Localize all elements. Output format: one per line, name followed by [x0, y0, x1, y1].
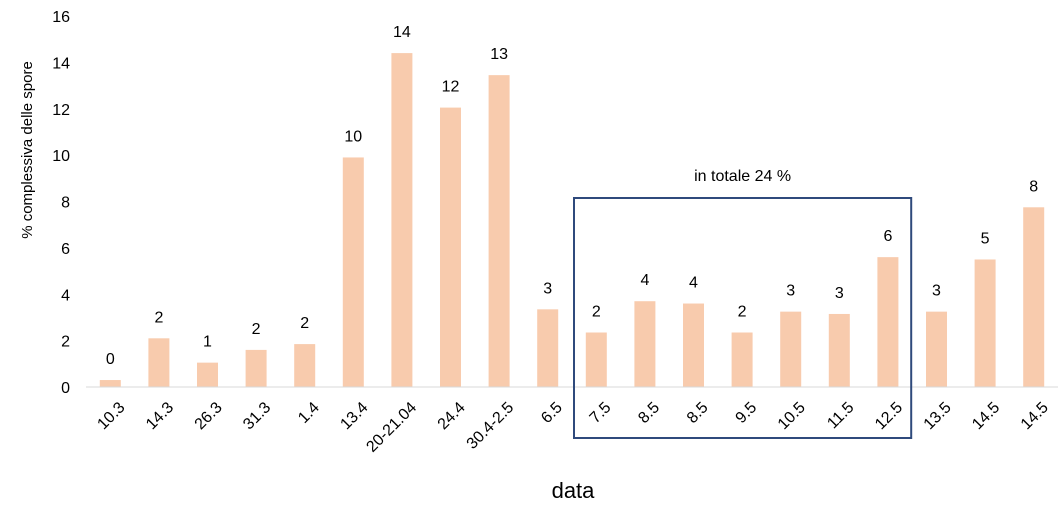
x-tick-label: 14.5	[969, 399, 1003, 433]
bar	[197, 362, 218, 387]
x-tick-label: 14.3	[143, 399, 177, 433]
x-tick-label: 31.3	[240, 399, 274, 433]
data-label: 0	[106, 351, 115, 368]
y-tick-label: 0	[61, 380, 70, 397]
x-tick-label: 24.4	[435, 399, 469, 433]
bar	[342, 157, 364, 387]
y-tick-label: 10	[52, 148, 70, 165]
data-label: 2	[592, 304, 601, 321]
x-tick-label: 26.3	[192, 399, 226, 433]
data-label: 5	[981, 230, 990, 247]
data-label: 2	[738, 304, 747, 321]
data-label: 3	[835, 285, 844, 302]
y-tick-label: 14	[52, 55, 70, 72]
bar-series	[99, 53, 1045, 388]
x-tick-label: 7.5	[587, 399, 615, 427]
y-tick-label: 8	[61, 195, 70, 212]
x-tick-label: 13.5	[921, 399, 955, 433]
data-label: 14	[393, 24, 411, 41]
bar	[634, 301, 656, 387]
bar	[99, 380, 121, 387]
y-tick-label: 6	[61, 241, 70, 258]
x-tick-label: 8.5	[635, 399, 663, 427]
y-tick-label: 12	[52, 102, 70, 119]
x-tick-label: 13.4	[337, 399, 371, 433]
data-label: 3	[932, 283, 941, 300]
data-label: 8	[1029, 178, 1038, 195]
x-tick-label: 12.5	[872, 399, 906, 433]
bar	[537, 309, 559, 387]
bar	[148, 338, 170, 387]
data-label: 3	[786, 283, 795, 300]
bar	[488, 75, 510, 388]
x-tick-label: 14.5	[1018, 399, 1052, 433]
bar	[828, 313, 850, 387]
annotation-text: in totale 24 %	[694, 168, 791, 185]
x-axis-title: data	[552, 478, 596, 503]
data-label: 12	[442, 79, 460, 96]
data-label: 13	[490, 46, 508, 63]
bar	[391, 53, 413, 387]
data-label: 10	[344, 128, 362, 145]
bar	[780, 311, 802, 387]
bar	[294, 344, 316, 387]
y-axis-ticks: 0 2 4 6 8 10 12 14 16	[52, 9, 70, 397]
x-tick-label: 6.5	[538, 399, 566, 427]
bar	[1023, 207, 1045, 387]
annotation-box	[573, 197, 913, 439]
x-tick-label: 8.5	[684, 399, 712, 427]
data-label: 4	[689, 275, 698, 292]
data-label: 1	[203, 334, 212, 351]
x-tick-label: 30.4-2.5	[464, 399, 518, 453]
x-tick-label: 1.4	[295, 399, 323, 427]
bar	[926, 311, 947, 387]
data-label: 2	[154, 309, 163, 326]
data-label: 2	[300, 315, 309, 332]
bar	[440, 107, 461, 387]
bar	[683, 303, 704, 387]
y-tick-label: 4	[61, 287, 70, 304]
bar	[974, 259, 996, 387]
bar	[245, 349, 267, 387]
x-tick-label: 10.3	[94, 399, 128, 433]
bar	[585, 332, 607, 387]
bar	[731, 332, 753, 387]
data-label: 4	[640, 272, 649, 289]
data-label: 6	[883, 228, 892, 245]
y-tick-label: 16	[52, 9, 70, 26]
x-tick-label: 10.5	[775, 399, 809, 433]
bar	[877, 257, 899, 387]
x-tick-label: 20-21.04	[363, 399, 420, 456]
y-axis-title: % complessiva delle spore	[19, 61, 36, 239]
x-tick-label: 9.5	[733, 399, 761, 427]
data-label: 2	[252, 321, 261, 338]
data-label: 3	[543, 280, 552, 297]
y-tick-label: 2	[61, 334, 70, 351]
x-tick-label: 11.5	[824, 399, 857, 432]
